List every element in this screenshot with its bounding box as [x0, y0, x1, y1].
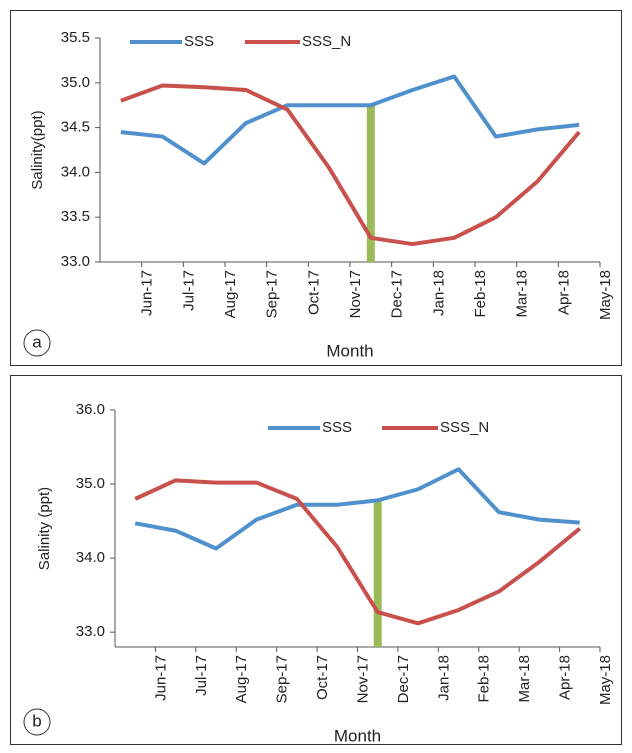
highlight-bar: [373, 500, 382, 647]
x-tick-label: Jul-17: [193, 655, 210, 696]
x-tick-label: Oct-17: [314, 655, 331, 700]
y-tick-label: 36.0: [76, 401, 105, 418]
series-line: [120, 83, 581, 247]
x-tick-label: Jun-17: [152, 655, 169, 701]
y-tick-label: 34.0: [76, 549, 105, 566]
x-tick-label: Feb-18: [472, 270, 489, 318]
highlight-bar: [366, 105, 375, 262]
x-tick-label: Nov-17: [347, 270, 364, 318]
panel-label: a: [32, 332, 42, 351]
x-tick-label: Oct-17: [305, 270, 322, 315]
y-axis-title: Salinity(ppt): [29, 110, 46, 189]
y-axis-title: Salinity (ppt): [36, 487, 53, 570]
x-tick-label: Apr-18: [555, 270, 572, 315]
panel-frame: [10, 10, 622, 366]
x-tick-label: Dec-17: [389, 270, 406, 318]
x-tick-label: Jul-17: [180, 270, 197, 311]
y-tick-label: 35.0: [61, 74, 90, 91]
panel-label: b: [32, 711, 41, 730]
x-tick-label: Feb-18: [476, 655, 493, 703]
x-tick-label: Dec-17: [395, 655, 412, 703]
x-axis-title: Month: [334, 726, 381, 745]
x-tick-label: Jun-17: [139, 270, 156, 316]
y-tick-label: 35.0: [76, 475, 105, 492]
x-tick-label: Sep-17: [264, 270, 281, 318]
y-tick-label: 33.0: [76, 623, 105, 640]
x-tick-label: Nov-17: [354, 655, 371, 703]
x-tick-label: Aug-17: [233, 655, 250, 703]
x-tick-label: Jan-18: [435, 655, 452, 701]
x-tick-label: Aug-17: [222, 270, 239, 318]
y-tick-label: 33.5: [61, 208, 90, 225]
panel-badge: [23, 708, 51, 736]
x-tick-label: Mar-18: [514, 270, 531, 318]
legend-label: SSS: [184, 33, 214, 50]
legend-label: SSS_N: [440, 419, 489, 436]
series-line: [120, 74, 580, 166]
panel-frame: [10, 375, 622, 745]
x-axis-title: Month: [326, 341, 373, 360]
x-tick-label: May-18: [597, 655, 614, 705]
series-line: [134, 467, 580, 551]
x-tick-label: May-18: [597, 270, 614, 320]
x-tick-label: Apr-18: [557, 655, 574, 700]
x-tick-label: Jan-18: [430, 270, 447, 316]
legend-label: SSS_N: [302, 33, 351, 50]
x-tick-label: Mar-18: [516, 655, 533, 703]
legend-label: SSS: [322, 419, 352, 436]
y-tick-label: 33.0: [61, 253, 90, 270]
y-tick-label: 35.5: [61, 29, 90, 46]
y-tick-label: 34.5: [61, 119, 90, 136]
x-tick-label: Sep-17: [274, 655, 291, 703]
panel-badge: [23, 329, 51, 357]
series-line: [134, 478, 582, 626]
y-tick-label: 34.0: [61, 163, 90, 180]
